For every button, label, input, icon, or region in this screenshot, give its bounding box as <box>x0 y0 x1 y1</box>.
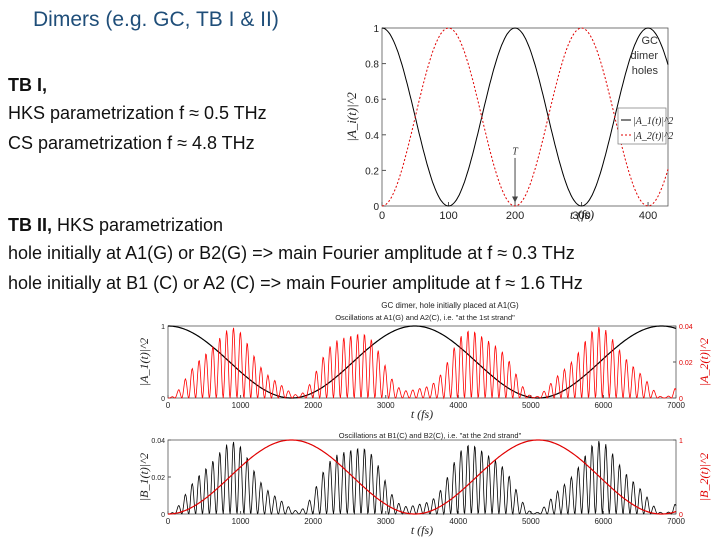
axis-label: |A_1(t)|^2 <box>137 338 151 386</box>
tick-label: 300 <box>572 210 590 222</box>
chart-first-strand: GC dimer, hole initially placed at A1(G)… <box>137 301 711 421</box>
annotation-word: dimer <box>630 50 658 62</box>
tick-label: 1 <box>679 438 683 445</box>
chart-subtitle: Oscillations at B1(C) and B2(C), i.e. "a… <box>339 431 522 440</box>
axis-label: t (fs) <box>411 407 433 421</box>
tick-label: 5000 <box>522 517 540 526</box>
tick-label: 7000 <box>667 401 685 410</box>
tb2-heading-line: TB II, HKS parametrization <box>8 215 223 236</box>
tick-label: 200 <box>506 210 524 222</box>
tick-label: 0.8 <box>365 60 379 71</box>
tick-label: 4000 <box>449 401 467 410</box>
chart-tb1-dimer: 0 100 200 300 400 0 0.2 0.4 0.6 0.8 1 |A_i(t)|^2t (… <box>344 24 673 222</box>
tick-label: 6000 <box>595 517 613 526</box>
fast-series-line <box>168 326 677 400</box>
tick-label: 1000 <box>232 517 250 526</box>
annotation-word: holes <box>632 65 659 77</box>
tb2-line-1: hole initially at A1(G) or B2(G) => main… <box>8 243 575 263</box>
tick-label: 0.04 <box>679 324 693 331</box>
slow-series-line <box>168 325 677 399</box>
tick-label: 0.04 <box>151 438 165 445</box>
tb1-heading: TB I, <box>8 75 47 95</box>
tb2-heading: TB II, <box>8 215 52 235</box>
period-marker-label: T <box>512 146 519 157</box>
tick-label: 0 <box>161 512 165 519</box>
tb1-cs-line: CS parametrization f ≈ 4.8 THz <box>8 133 255 153</box>
tick-label: 0 <box>166 401 171 410</box>
tick-label: 3000 <box>377 517 395 526</box>
axis-label: |B_1(t)|^2 <box>137 453 151 501</box>
tick-label: 0 <box>373 202 379 213</box>
tick-label: 1 <box>161 324 165 331</box>
tick-label: 2000 <box>304 517 322 526</box>
series-line <box>381 27 669 207</box>
tick-label: 3000 <box>377 401 395 410</box>
legend-label: |A_2(t)|^2 <box>633 131 673 142</box>
chart-title: GC dimer, hole initially placed at A1(G) <box>381 301 519 310</box>
tick-label: 0.02 <box>679 360 693 367</box>
chart-subtitle: Oscillations at A1(G) and A2(C), i.e. "a… <box>335 313 515 322</box>
tb2-heading-rest: HKS parametrization <box>52 215 224 235</box>
tick-label: 1 <box>373 24 379 35</box>
tick-label: 0 <box>379 210 385 222</box>
slow-series-line <box>168 439 677 515</box>
tick-label: 100 <box>439 210 457 222</box>
tick-label: 6000 <box>595 401 613 410</box>
tb2-line-2: hole initially at B1 (C) or A2 (C) => ma… <box>8 273 583 293</box>
tick-label: 0.6 <box>365 95 379 106</box>
tick-label: 0 <box>679 396 683 403</box>
axis-label: |A_2(t)|^2 <box>697 338 711 386</box>
tb1-hks-line: HKS parametrization f ≈ 0.5 THz <box>8 103 267 123</box>
tick-label: 5000 <box>522 401 540 410</box>
tick-label: 1000 <box>232 401 250 410</box>
annotation-text: GC dimer holes <box>630 35 658 77</box>
tick-label: 7000 <box>667 517 685 526</box>
legend-box <box>617 107 667 145</box>
tick-label: 4000 <box>449 517 467 526</box>
slide-title: Dimers (e.g. GC, TB I & II) <box>33 8 279 31</box>
tick-label: 0 <box>161 396 165 403</box>
axis-label: |B_2(t)|^2 <box>697 453 711 501</box>
chart-second-strand: Oscillations at B1(C) and B2(C), i.e. "a… <box>137 431 711 537</box>
tick-label: 0.02 <box>151 475 165 482</box>
period-marker-head <box>512 196 519 203</box>
tick-label: 0 <box>166 517 171 526</box>
tick-label: 400 <box>639 210 657 222</box>
tick-label: 0 <box>679 512 683 519</box>
axis-label: |A_i(t)|^2 <box>344 92 359 142</box>
fast-series-line <box>168 440 677 516</box>
tick-label: 0.4 <box>365 131 379 142</box>
legend-label: |A_1(t)|^2 <box>633 116 673 127</box>
tick-label: 0.2 <box>365 166 379 177</box>
axis-label: t (fs) <box>570 207 594 222</box>
axis-label: t (fs) <box>411 523 433 537</box>
annotation-word: GC <box>642 35 659 47</box>
tick-label: 2000 <box>304 401 322 410</box>
